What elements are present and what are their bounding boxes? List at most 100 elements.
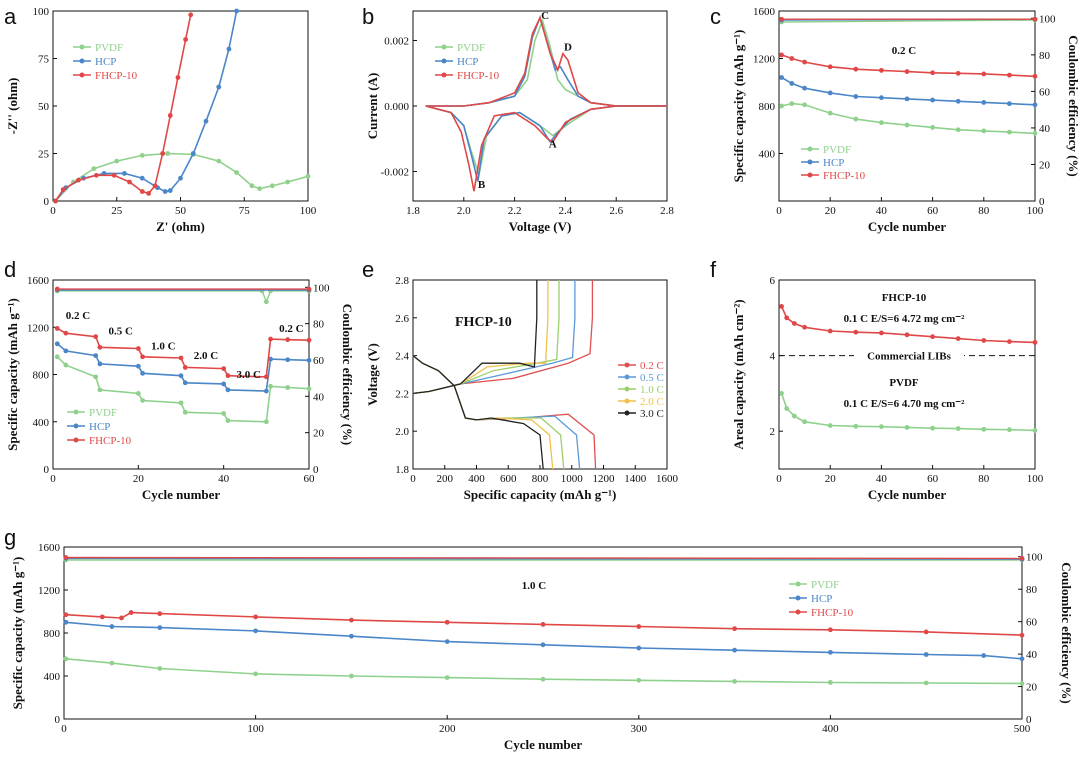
data-point-PVDF bbox=[1032, 130, 1038, 136]
data-point-HCP bbox=[178, 373, 184, 379]
y2-tick-label: 20 bbox=[1039, 159, 1051, 171]
x-tick-label: 2.0 bbox=[457, 205, 471, 217]
x-axis-label: Z' (ohm) bbox=[156, 219, 205, 234]
data-point-HCP bbox=[182, 380, 188, 386]
y-axis-label: Current (A) bbox=[365, 73, 380, 140]
x-tick-label: 0 bbox=[61, 723, 67, 735]
data-point-PVDF bbox=[1007, 427, 1012, 433]
data-point-HCP bbox=[135, 363, 141, 369]
x-tick-label: 0 bbox=[50, 473, 56, 485]
x-tick-label: 1400 bbox=[624, 473, 647, 485]
data-point-FHCP-10 bbox=[732, 626, 737, 632]
data-point-PVDF bbox=[178, 400, 184, 406]
x-tick-label: 20 bbox=[133, 473, 145, 485]
data-point-HCP bbox=[732, 647, 737, 653]
panel-letter: g bbox=[4, 525, 16, 550]
y-tick-label: 100 bbox=[33, 6, 50, 18]
legend-marker bbox=[441, 44, 447, 50]
data-point-FHCP-10 bbox=[111, 172, 117, 178]
data-point-PVDF bbox=[349, 673, 354, 679]
data-point-PVDF bbox=[444, 675, 450, 681]
legend-label: 3.0 C bbox=[640, 408, 664, 420]
data-point-HCP bbox=[349, 633, 354, 639]
rate-step-label: 3.0 C bbox=[236, 369, 261, 381]
x-axis-label: Cycle number bbox=[142, 487, 221, 502]
data-point-FHCP-10-CE bbox=[1019, 555, 1025, 561]
series-line-FHCP-10-CE bbox=[65, 556, 1023, 560]
x-tick-label: 40 bbox=[876, 205, 888, 217]
x-tick-label: 200 bbox=[439, 723, 456, 735]
data-point-FHCP-10 bbox=[60, 187, 66, 193]
x-tick-label: 400 bbox=[468, 473, 485, 485]
x-axis-label: Voltage (V) bbox=[509, 219, 572, 234]
data-point-PVDF bbox=[1019, 681, 1025, 686]
data-point-PVDF bbox=[140, 398, 146, 403]
data-point-HCP bbox=[178, 175, 183, 181]
data-point-FHCP-10 bbox=[135, 346, 141, 351]
legend-marker bbox=[73, 423, 79, 429]
legend-marker bbox=[807, 146, 813, 152]
data-point-PVDF bbox=[305, 173, 311, 179]
legend-label: 0.2 C bbox=[640, 360, 664, 372]
x-tick-label: 75 bbox=[239, 205, 251, 217]
data-point-FHCP-10 bbox=[955, 70, 961, 76]
data-point-HCP bbox=[162, 189, 168, 194]
data-point-PVDF bbox=[827, 423, 833, 428]
legend-label: PVDF bbox=[823, 144, 851, 156]
data-point-HCP bbox=[122, 171, 127, 176]
legend-marker bbox=[73, 437, 79, 443]
y2-axis-label: Coulombic efficiency (%) bbox=[340, 304, 355, 446]
x-tick-label: 800 bbox=[532, 473, 549, 485]
data-point-PVDF bbox=[306, 386, 312, 392]
panel-letter: c bbox=[710, 4, 721, 29]
x-tick-label: 1.8 bbox=[406, 205, 420, 217]
series-line-discharge-3.0 C bbox=[412, 355, 544, 470]
data-point-FHCP-10 bbox=[285, 337, 291, 343]
data-point-FHCP-10 bbox=[827, 64, 833, 70]
data-point-FHCP-10 bbox=[904, 332, 910, 338]
data-point-HCP bbox=[789, 81, 795, 86]
data-point-HCP bbox=[268, 356, 273, 362]
x-tick-label: 0 bbox=[50, 205, 56, 217]
series-line-discharge-0.5 C bbox=[412, 355, 581, 470]
y2-tick-label: 0 bbox=[1039, 196, 1045, 208]
data-point-PVDF bbox=[981, 128, 987, 134]
y-axis-label: Specific capacity (mAh g⁻¹) bbox=[10, 557, 25, 710]
data-point-HCP bbox=[1007, 101, 1012, 107]
panel-letter: a bbox=[4, 4, 17, 29]
data-point-FHCP-10 bbox=[791, 321, 797, 326]
data-point-PVDF bbox=[1032, 428, 1038, 433]
data-point-PVDF bbox=[879, 424, 884, 430]
y2-tick-label: 100 bbox=[1026, 552, 1043, 564]
legend-marker bbox=[79, 44, 85, 50]
y-axis-label: Voltage (V) bbox=[365, 343, 380, 406]
data-point-FHCP-10 bbox=[127, 179, 132, 185]
y-tick-label: -0.002 bbox=[381, 167, 409, 179]
x-tick-label: 60 bbox=[927, 473, 939, 485]
data-point-HCP bbox=[853, 94, 859, 99]
data-point-PVDF bbox=[135, 391, 141, 396]
legend-marker bbox=[441, 72, 447, 78]
data-point-PVDF bbox=[955, 426, 961, 431]
y-tick-label: 2.2 bbox=[395, 388, 409, 400]
data-point-PVDF bbox=[285, 385, 291, 390]
data-point-FHCP-10 bbox=[444, 619, 450, 625]
legend-marker bbox=[807, 172, 813, 178]
annotation-title: FHCP-10 bbox=[882, 292, 927, 304]
x-tick-label: 50 bbox=[175, 205, 187, 217]
data-point-HCP bbox=[221, 381, 227, 387]
data-point-FHCP-10 bbox=[1007, 339, 1012, 345]
rate-label: 0.2 C bbox=[892, 45, 917, 57]
data-point-PVDF bbox=[139, 153, 145, 158]
x-tick-label: 100 bbox=[1027, 205, 1044, 217]
x-tick-label: 0 bbox=[410, 473, 416, 485]
data-point-FHCP-10 bbox=[54, 326, 60, 331]
y-tick-label: 0.000 bbox=[384, 101, 409, 113]
x-tick-label: 60 bbox=[927, 205, 939, 217]
panel-letter: f bbox=[710, 257, 717, 282]
data-point-FHCP-10 bbox=[827, 328, 833, 334]
x-tick-label: 0 bbox=[776, 473, 782, 485]
x-tick-label: 600 bbox=[500, 473, 517, 485]
data-point-FHCP-10 bbox=[1032, 73, 1038, 79]
series-line-FHCP-10 bbox=[54, 14, 192, 202]
